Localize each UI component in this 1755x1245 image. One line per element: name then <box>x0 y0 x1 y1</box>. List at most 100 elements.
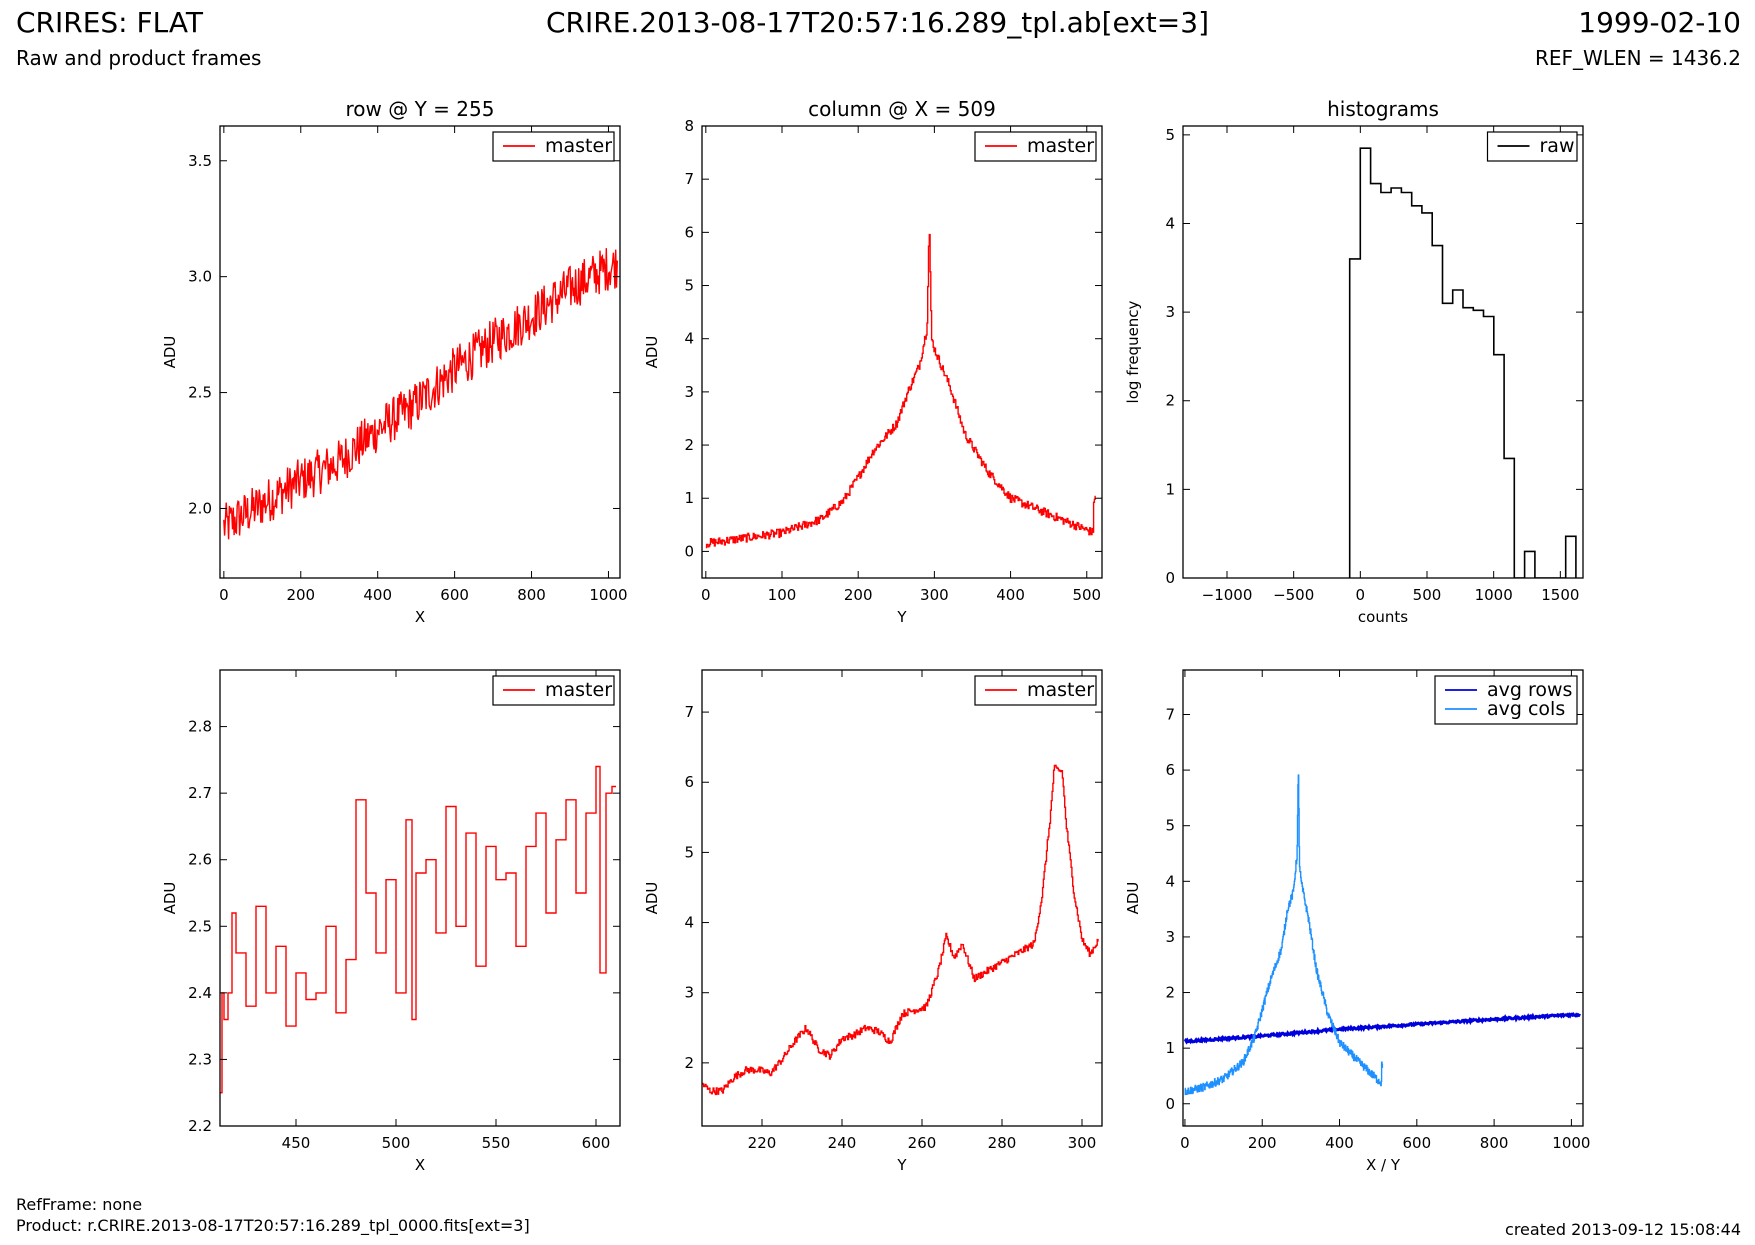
x-axis-label: counts <box>1358 608 1408 626</box>
y-axis-label: ADU <box>161 882 179 915</box>
x-tick-label: 450 <box>282 1134 311 1152</box>
y-tick-label: 7 <box>684 170 694 188</box>
y-tick-label: 3 <box>1165 303 1175 321</box>
y-tick-label: 7 <box>684 703 694 721</box>
y-tick-label: 4 <box>1165 872 1175 890</box>
x-tick-label: 400 <box>363 586 392 604</box>
x-tick-label: 550 <box>482 1134 511 1152</box>
x-axis-label: Y <box>896 1156 907 1174</box>
chart-panel-4: 450 500 550 600 2.2 2.3 2.4 2.5 2.6 2.7 2.8 X ADU mas… <box>161 669 621 1174</box>
legend-box <box>1434 675 1578 725</box>
y-tick-label: 4 <box>1165 214 1175 232</box>
y-tick-label: 4 <box>684 914 694 932</box>
x-tick-label: 220 <box>748 1134 777 1152</box>
y-axis-label: ADU <box>643 882 661 915</box>
x-axis-label: X <box>415 608 425 626</box>
created-label: created 2013-09-12 15:08:44 <box>1505 1220 1741 1239</box>
series-line-2-1 <box>705 233 1096 549</box>
y-tick-label: 3 <box>684 383 694 401</box>
y-tick-label: 2.3 <box>188 1050 212 1068</box>
x-tick-label: 1000 <box>1475 586 1513 604</box>
legend-label: avg cols <box>1487 698 1565 720</box>
y-tick-label: 7 <box>1165 705 1175 723</box>
x-tick-label: 300 <box>1068 1134 1097 1152</box>
y-tick-label: 6 <box>684 773 694 791</box>
x-tick-label: 600 <box>440 586 469 604</box>
legend: master <box>974 675 1097 706</box>
legend-label: master <box>545 679 612 701</box>
series-line-6-2 <box>1184 774 1384 1096</box>
x-axis-label: X / Y <box>1366 1156 1401 1174</box>
y-tick-label: 2.5 <box>188 917 212 935</box>
x-tick-label: 600 <box>582 1134 611 1152</box>
x-tick-label: 100 <box>768 586 797 604</box>
x-tick-label: 260 <box>908 1134 937 1152</box>
y-tick-label: 2 <box>1165 984 1175 1002</box>
y-tick-label: 6 <box>684 223 694 241</box>
chart-title: histograms <box>1327 97 1439 121</box>
y-tick-label: 0 <box>684 542 694 560</box>
y-tick-label: 2.6 <box>188 851 212 869</box>
x-tick-label: 500 <box>1413 586 1442 604</box>
plot-frame <box>701 125 1103 579</box>
x-tick-label: 1000 <box>589 586 627 604</box>
legend-label: master <box>1027 679 1094 701</box>
x-tick-label: 600 <box>1402 1134 1431 1152</box>
x-tick-label: 200 <box>286 586 315 604</box>
plot-frame <box>1182 125 1584 579</box>
plot-frame <box>219 669 621 1127</box>
y-tick-label: 2 <box>684 436 694 454</box>
y-tick-label: 4 <box>684 330 694 348</box>
chart-panel-1: 0 200 400 600 800 1000 2.0 2.5 3.0 3.5 row @ Y = 2… <box>161 97 628 626</box>
y-tick-label: 2.7 <box>188 784 212 802</box>
series-line-6-1 <box>1183 1011 1581 1045</box>
y-tick-label: 6 <box>1165 761 1175 779</box>
y-tick-label: 2 <box>1165 392 1175 410</box>
y-tick-label: 5 <box>1165 817 1175 835</box>
series-line-5-1 <box>702 764 1099 1096</box>
legend: master <box>492 675 615 706</box>
y-tick-label: 5 <box>684 277 694 295</box>
y-tick-label: 3 <box>1165 928 1175 946</box>
ref-wlen-label: REF_WLEN = 1436.2 <box>1534 46 1741 70</box>
page-title: CRIRES: FLAT <box>16 6 203 39</box>
chart-panel-6: 0 200 400 600 800 1000 0 1 2 3 4 5 6 7 X / Y ADU avg row… <box>1124 669 1590 1174</box>
x-tick-label: 300 <box>920 586 949 604</box>
legend-box <box>492 675 615 706</box>
x-tick-label: 240 <box>828 1134 857 1152</box>
series-line-4-1 <box>220 765 616 1094</box>
plot-frame <box>219 125 621 579</box>
y-axis-label: ADU <box>1124 882 1142 915</box>
x-tick-label: 500 <box>382 1134 411 1152</box>
y-tick-label: 2 <box>684 1054 694 1072</box>
legend-label: master <box>545 135 612 157</box>
legend-label: avg rows <box>1487 679 1572 701</box>
x-tick-label: 0 <box>1180 1134 1190 1152</box>
y-tick-label: 2.8 <box>188 718 212 736</box>
chart-title: row @ Y = 255 <box>346 97 495 121</box>
x-tick-label: 800 <box>1480 1134 1509 1152</box>
file-title: CRIRE.2013-08-17T20:57:16.289_tpl.ab[ext… <box>545 6 1209 39</box>
x-tick-label: 400 <box>996 586 1025 604</box>
y-tick-label: 0 <box>1165 1095 1175 1113</box>
x-tick-label: 800 <box>517 586 546 604</box>
plot-frame <box>701 669 1103 1127</box>
legend-label: master <box>1027 135 1094 157</box>
y-tick-label: 1 <box>1165 480 1175 498</box>
x-tick-label: 280 <box>988 1134 1017 1152</box>
legend: master <box>974 131 1097 162</box>
y-tick-label: 5 <box>684 843 694 861</box>
y-tick-label: 0 <box>1165 569 1175 587</box>
plot-frame <box>1182 669 1584 1127</box>
y-tick-label: 2.4 <box>188 984 212 1002</box>
x-tick-label: 1000 <box>1552 1134 1590 1152</box>
product-label: Product: r.CRIRE.2013-08-17T20:57:16.289… <box>16 1216 530 1235</box>
y-tick-label: 2.0 <box>188 499 212 517</box>
series-line-1-1 <box>223 248 618 540</box>
chart-panel-3: −1000 −500 0 500 1000 1500 0 1 2 3 4 5 histograms cou… <box>1124 97 1584 626</box>
x-axis-label: X <box>415 1156 425 1174</box>
y-tick-label: 3 <box>684 984 694 1002</box>
ref-frame-label: RefFrame: none <box>16 1195 143 1214</box>
